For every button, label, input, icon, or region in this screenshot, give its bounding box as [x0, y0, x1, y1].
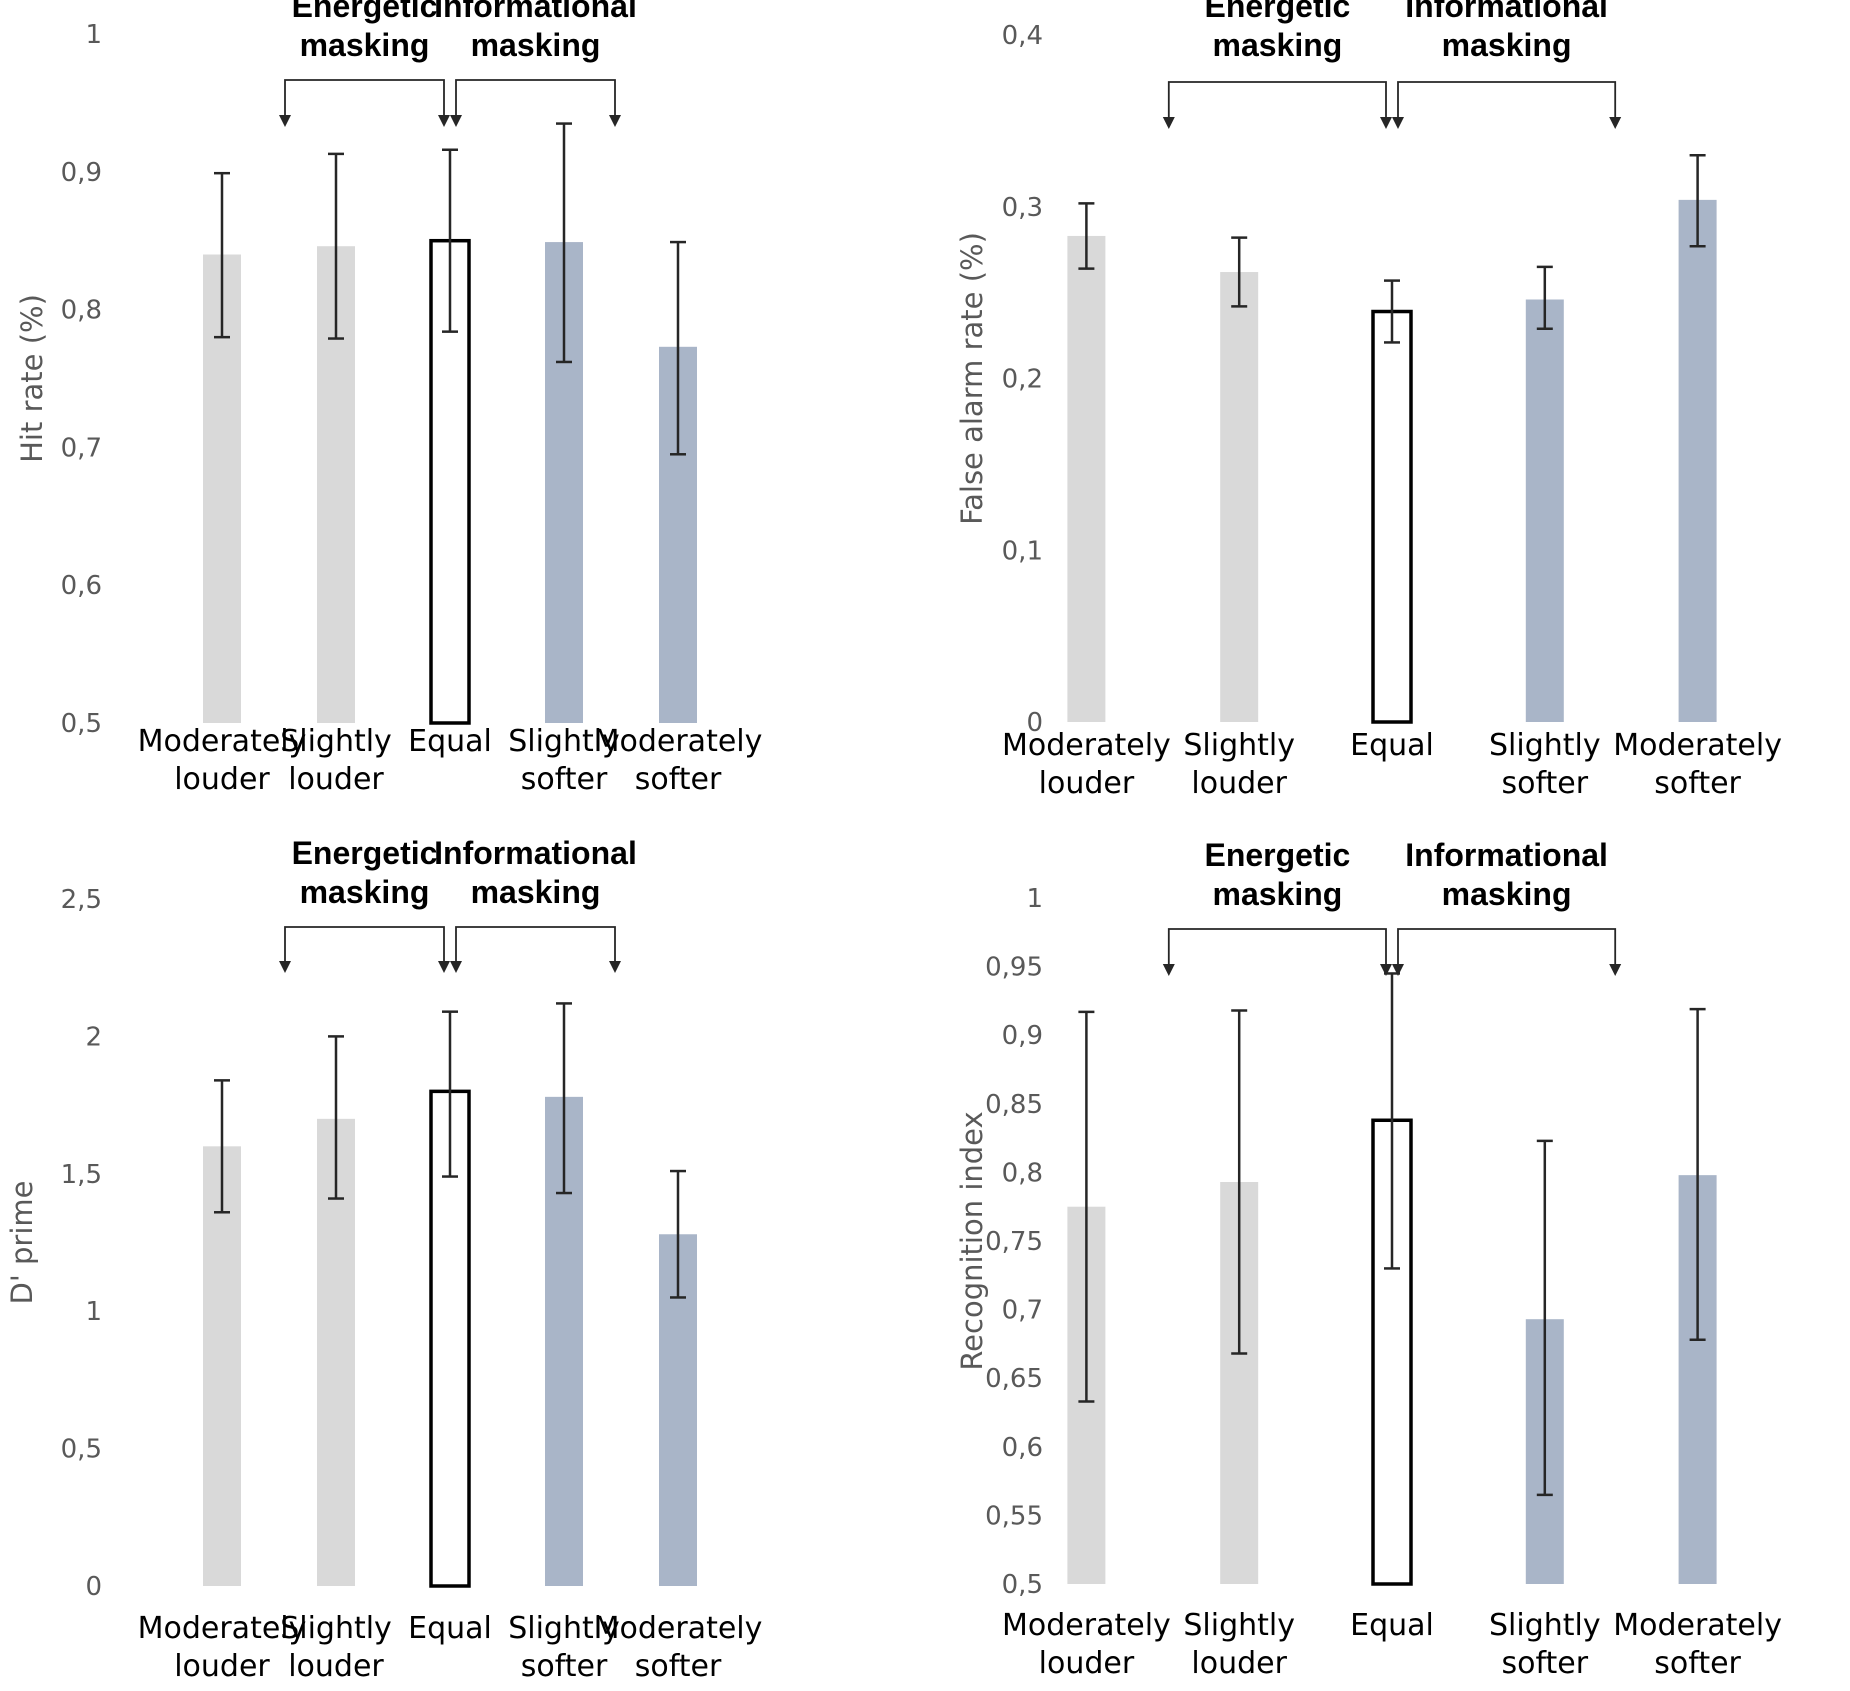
- y-tick-label: 1: [85, 20, 102, 50]
- category-label: Slightly softer: [508, 724, 620, 797]
- y-tick-label: 1: [1026, 884, 1043, 914]
- y-axis-label: D' prime: [5, 1180, 39, 1304]
- chart-false-alarm-rate: 0 0,1 0,2 0,3 0,4 False alarm rate (%) Moderat…: [955, 0, 1782, 801]
- category-label: Moderately softer: [594, 724, 763, 797]
- y-tick-label: 0: [85, 1572, 102, 1602]
- arrow-down-icon: [438, 115, 450, 127]
- arrow-down-icon: [450, 961, 462, 973]
- arrow-down-icon: [438, 961, 450, 973]
- arrow-down-icon: [279, 115, 291, 127]
- y-tick-label: 0,8: [1002, 1158, 1043, 1188]
- arrow-down-icon: [1380, 964, 1392, 976]
- category-label: Equal: [408, 724, 492, 759]
- y-tick-label: 0,4: [1002, 21, 1043, 51]
- masking-bracket: [1397, 928, 1617, 966]
- y-tick-label: 0,8: [61, 296, 102, 326]
- masking-bracket: [1397, 81, 1617, 119]
- arrow-down-icon: [609, 115, 621, 127]
- arrow-down-icon: [450, 115, 462, 127]
- category-label: Slightly louder: [280, 724, 392, 797]
- category-label: Slightly softer: [508, 1611, 620, 1684]
- chart-hit-rate: 0,5 0,6 0,7 0,8 0,9 1 Hit rate (%) Moderately lo…: [15, 0, 762, 797]
- masking-bracket: [455, 79, 616, 117]
- y-axis-label: Hit rate (%): [15, 294, 49, 463]
- bar: [1678, 199, 1717, 722]
- category-label: Equal: [1350, 728, 1434, 763]
- masking-group-label: Informational masking: [434, 835, 637, 910]
- y-tick-label: 0,5: [61, 709, 102, 739]
- y-tick-label: 0,7: [61, 433, 102, 463]
- masking-group-label: Energetic masking: [292, 0, 438, 63]
- y-tick-label: 0,55: [985, 1501, 1043, 1531]
- masking-bracket: [284, 79, 445, 117]
- bar: [1067, 235, 1106, 722]
- arrow-down-icon: [1609, 117, 1622, 129]
- y-tick-label: 0,2: [1002, 365, 1043, 395]
- y-tick-label: 1: [85, 1297, 102, 1327]
- category-label: Moderately louder: [138, 1611, 307, 1684]
- arrow-down-icon: [1392, 964, 1404, 976]
- masking-group-label: Energetic masking: [1204, 0, 1350, 63]
- category-label: Moderately softer: [594, 1611, 763, 1684]
- y-tick-label: 0,5: [1002, 1570, 1043, 1600]
- y-tick-label: 0,9: [1002, 1021, 1043, 1051]
- y-tick-label: 0,6: [1002, 1433, 1043, 1463]
- category-label: Moderately louder: [1002, 728, 1171, 801]
- arrow-down-icon: [1392, 117, 1404, 129]
- arrow-down-icon: [1380, 117, 1392, 129]
- masking-group-label: Informational masking: [1405, 837, 1608, 912]
- category-label: Slightly softer: [1489, 1608, 1601, 1681]
- category-label: Moderately softer: [1613, 1608, 1782, 1681]
- y-axis-label: False alarm rate (%): [955, 232, 989, 525]
- category-label: Equal: [1350, 1608, 1434, 1643]
- bar: [203, 1146, 241, 1586]
- chart-recognition-index: 0,5 0,55 0,6 0,65 0,7 0,75 0,8 0,85 0,9 0,95 1 Reco…: [955, 837, 1782, 1681]
- category-label: Moderately softer: [1613, 728, 1782, 801]
- arrow-down-icon: [1162, 117, 1175, 129]
- y-tick-label: 0,9: [61, 158, 102, 188]
- y-tick-label: 0,3: [1002, 193, 1043, 223]
- y-tick-label: 0,75: [985, 1227, 1043, 1257]
- masking-bracket: [455, 926, 616, 963]
- y-tick-label: 1,5: [61, 1160, 102, 1190]
- arrow-down-icon: [279, 961, 291, 973]
- arrow-down-icon: [1162, 964, 1175, 976]
- y-tick-label: 0,6: [61, 571, 102, 601]
- bar: [1525, 299, 1564, 722]
- bar: [1371, 309, 1413, 724]
- category-label: Moderately louder: [138, 724, 307, 797]
- category-label: Slightly softer: [1489, 728, 1601, 801]
- masking-group-label: Energetic masking: [1204, 837, 1350, 912]
- y-tick-label: 0,7: [1002, 1296, 1043, 1326]
- y-tick-label: 0: [1026, 708, 1043, 738]
- y-tick-label: 0,65: [985, 1364, 1043, 1394]
- y-tick-label: 2,5: [61, 885, 102, 915]
- category-label: Equal: [408, 1611, 492, 1646]
- category-label: Slightly louder: [1183, 728, 1295, 801]
- y-tick-label: 0,95: [985, 953, 1043, 983]
- category-label: Moderately louder: [1002, 1608, 1171, 1681]
- masking-group-label: Informational masking: [434, 0, 637, 63]
- category-label: Slightly louder: [280, 1611, 392, 1684]
- category-label: Slightly louder: [1183, 1608, 1295, 1681]
- masking-group-label: Informational masking: [1405, 0, 1608, 63]
- y-axis-label: Recognition index: [955, 1111, 989, 1370]
- y-tick-label: 2: [85, 1022, 102, 1052]
- y-tick-label: 0,1: [1002, 536, 1043, 566]
- arrow-down-icon: [1609, 964, 1622, 976]
- arrow-down-icon: [609, 961, 621, 973]
- masking-bracket: [284, 926, 445, 963]
- masking-bracket: [1167, 81, 1387, 119]
- bar: [1220, 272, 1259, 722]
- masking-bracket: [1167, 928, 1387, 966]
- y-tick-label: 0,5: [61, 1435, 102, 1465]
- masking-group-label: Energetic masking: [292, 835, 438, 910]
- y-tick-label: 0,85: [985, 1090, 1043, 1120]
